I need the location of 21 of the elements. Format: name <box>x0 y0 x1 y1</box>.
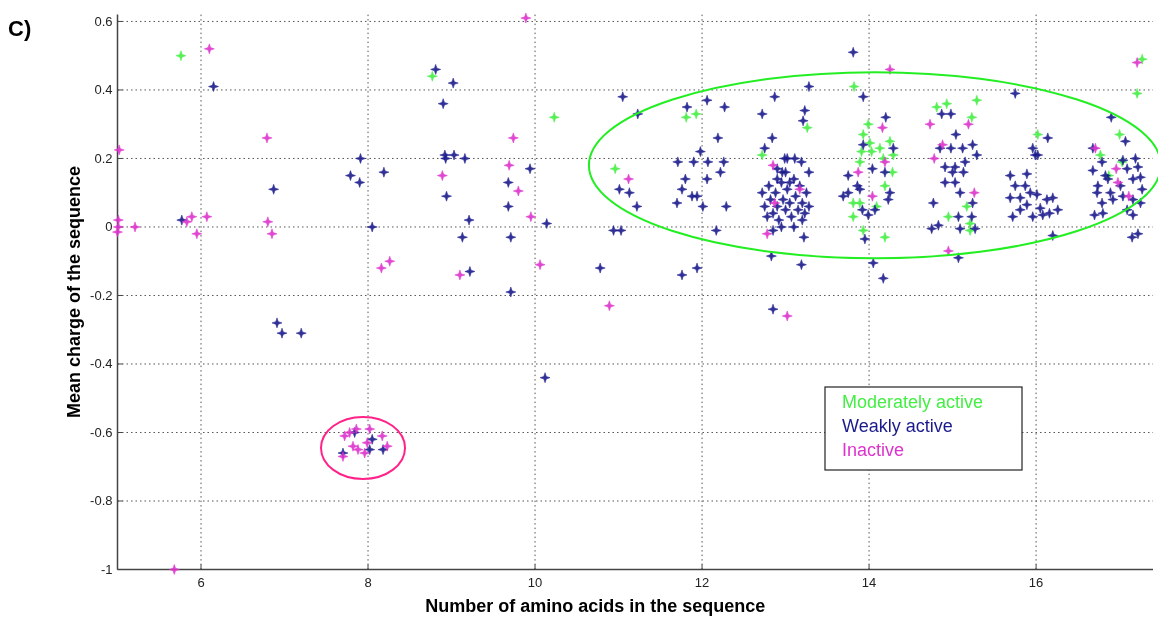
x-tick-label: 14 <box>861 574 877 590</box>
y-axis-title: Mean charge of the sequence <box>64 166 84 419</box>
y-tick-label: -1 <box>100 562 113 577</box>
y-tick-label: -0.4 <box>90 356 113 372</box>
y-tick-label: -0.8 <box>90 493 113 509</box>
x-tick-label: 12 <box>694 574 710 590</box>
y-tick-label: 0.2 <box>94 150 113 166</box>
x-tick-label: 16 <box>1028 574 1044 590</box>
x-tick-label: 8 <box>364 574 372 590</box>
text: Weakly active <box>842 416 953 436</box>
text: Moderately active <box>842 392 984 412</box>
x-tick-label: 6 <box>197 574 205 590</box>
y-tick-label: 0.4 <box>94 82 113 98</box>
x-tick-label: 10 <box>527 574 543 590</box>
chart-title: C) <box>8 16 32 41</box>
y-tick-label: -0.2 <box>90 287 113 303</box>
y-tick-label: 0 <box>105 219 113 235</box>
x-axis-title: Number of amino acids in the sequence <box>425 596 766 616</box>
y-tick-label: 0.6 <box>94 13 113 29</box>
y-tick-label: -0.6 <box>90 424 113 440</box>
text: Inactive <box>842 440 905 460</box>
